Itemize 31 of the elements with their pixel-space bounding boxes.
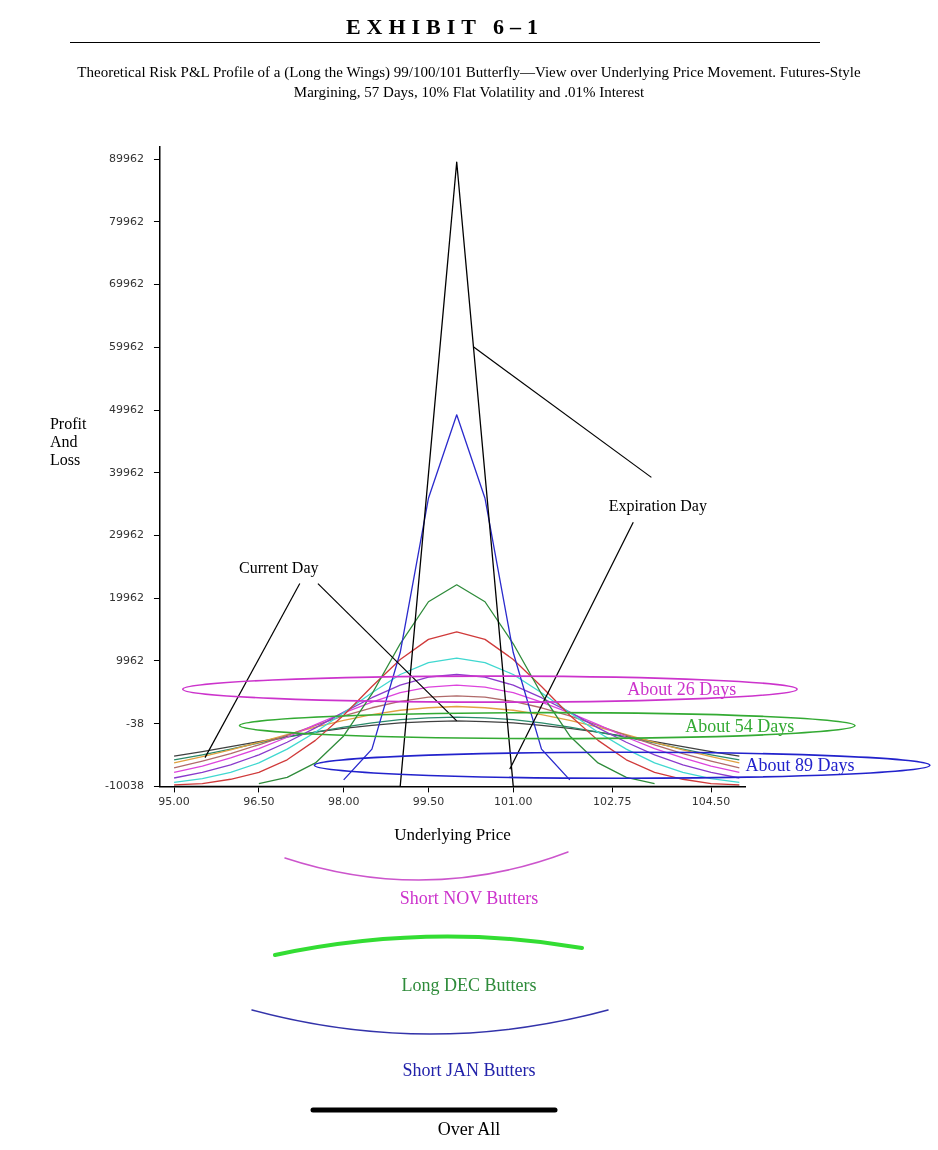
x-tick-label: 98.00	[327, 794, 360, 808]
x-tick-label: 95.00	[158, 794, 190, 808]
y-tick-label: -38	[125, 716, 144, 730]
chart-title: EXHIBIT 6–1	[70, 14, 820, 43]
y-tick-label: 39962	[108, 465, 144, 479]
x-tick-label: 99.50	[412, 794, 445, 808]
text: Over All	[436, 1119, 502, 1140]
x-tick-label: 102.75	[592, 794, 632, 808]
y-tick-label: 59962	[108, 340, 144, 354]
annotation: Expiration Day	[608, 497, 707, 516]
text: Short JAN Butters	[401, 1060, 537, 1081]
x-tick-label: 104.50	[691, 794, 731, 808]
text: Short NOV Butters	[398, 888, 540, 909]
y-tick-label: 19962	[108, 591, 144, 605]
text: Long DEC Butters	[400, 975, 538, 996]
y-tick-label: -10038	[104, 779, 144, 793]
y-tick-label: 29962	[108, 528, 144, 542]
y-tick-label: 9962	[115, 653, 144, 667]
text: About 89 Days	[745, 754, 855, 776]
annotation: About 54 Days	[685, 715, 795, 737]
annotation: About 26 Days	[627, 678, 737, 700]
x-tick-label: 96.50	[243, 794, 275, 808]
y-tick-label: 79962	[108, 214, 144, 228]
y-tick-label: 49962	[108, 402, 144, 416]
x-tick-label: 101.00	[494, 794, 533, 808]
y-tick-label: 69962	[108, 277, 144, 291]
x-axis-title: Underlying Price	[394, 825, 511, 845]
y-axis-title: Profit And Loss	[49, 415, 88, 470]
y-tick-label: 89962	[108, 152, 144, 165]
chart-subtitle: Theoretical Risk P&L Profile of a (Long the Wings) 99/100/101 Butterfly—View over Underlying Price Movement. Futures-Style Margining, 57 Days, 10% Flat Volatility and .01% Interest	[76, 63, 862, 102]
annotation: Current Day	[238, 558, 319, 577]
